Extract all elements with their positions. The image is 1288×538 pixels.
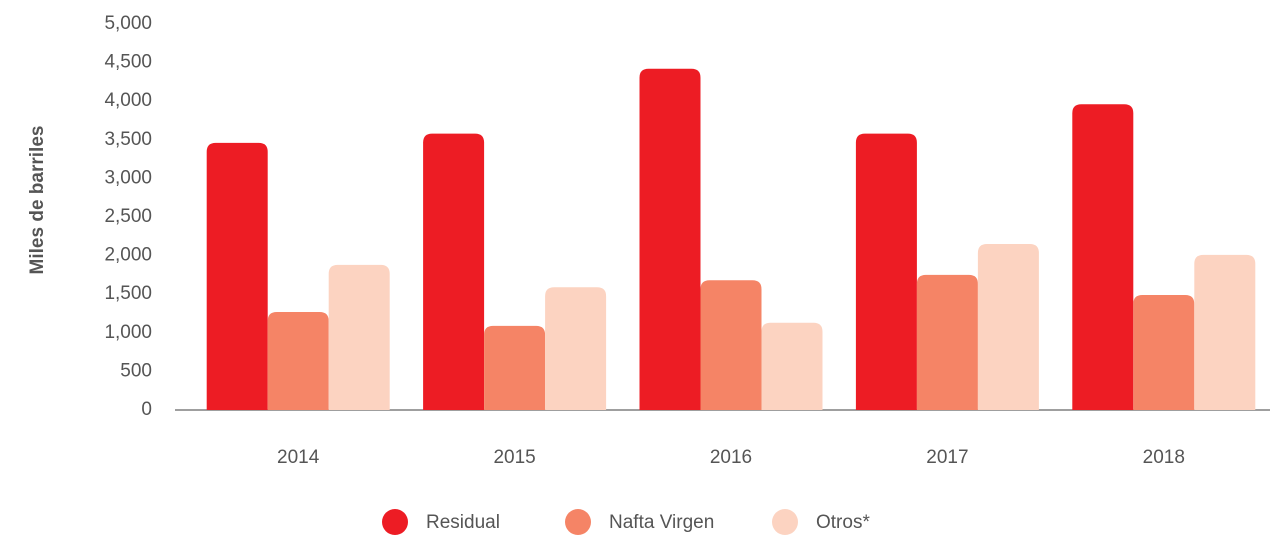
legend-swatch <box>565 509 591 535</box>
legend-label: Otros* <box>816 512 870 533</box>
y-tick-label: 2,500 <box>104 206 152 227</box>
bar <box>484 325 546 410</box>
y-tick-label: 500 <box>120 360 152 381</box>
bar <box>206 142 268 410</box>
y-tick-label: 3,500 <box>104 129 152 150</box>
y-tick-label: 2,000 <box>104 245 152 266</box>
x-tick-label: 2014 <box>277 447 320 468</box>
legend-label: Nafta Virgen <box>609 512 714 533</box>
bar <box>1072 104 1134 411</box>
bar <box>916 274 978 410</box>
x-tick-label: 2016 <box>710 447 752 468</box>
legend-label: Residual <box>426 512 500 533</box>
bar <box>328 264 390 410</box>
y-tick-label: 3,000 <box>104 167 152 188</box>
legend-swatch <box>382 509 408 535</box>
y-tick-label: 4,000 <box>104 90 152 111</box>
bar <box>267 311 329 410</box>
x-tick-label: 2018 <box>1143 447 1185 468</box>
x-tick-label: 2015 <box>493 447 535 468</box>
bar <box>700 280 762 410</box>
bar <box>761 322 823 410</box>
y-tick-label: 5,000 <box>104 13 152 34</box>
bar <box>1133 294 1195 410</box>
bar <box>855 133 917 410</box>
legend-swatch <box>772 509 798 535</box>
x-tick-label: 2017 <box>926 447 968 468</box>
y-tick-label: 1,500 <box>104 283 152 304</box>
bar <box>639 68 701 410</box>
y-tick-label: 1,000 <box>104 322 152 343</box>
bar <box>423 133 485 410</box>
bar <box>545 287 607 410</box>
y-tick-label: 0 <box>141 399 152 420</box>
y-tick-label: 4,500 <box>104 52 152 73</box>
y-axis-title: Miles de barriles <box>27 126 48 275</box>
bar <box>977 244 1039 410</box>
bar <box>1194 254 1256 410</box>
